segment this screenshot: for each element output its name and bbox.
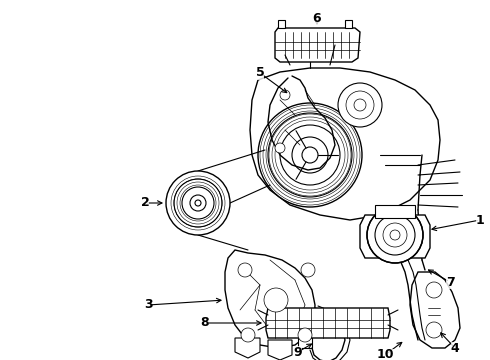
Circle shape (375, 215, 415, 255)
Polygon shape (360, 215, 430, 258)
Polygon shape (345, 20, 352, 28)
Polygon shape (266, 308, 390, 338)
Circle shape (302, 147, 318, 163)
Circle shape (426, 282, 442, 298)
Circle shape (354, 99, 366, 111)
Circle shape (241, 328, 255, 342)
Polygon shape (225, 250, 315, 348)
Circle shape (292, 137, 328, 173)
Circle shape (238, 263, 252, 277)
Circle shape (174, 179, 222, 227)
Polygon shape (235, 338, 260, 358)
Text: 5: 5 (256, 67, 265, 80)
Polygon shape (268, 340, 292, 360)
Text: 4: 4 (451, 342, 460, 355)
Circle shape (275, 143, 285, 153)
Circle shape (301, 263, 315, 277)
Circle shape (338, 83, 382, 127)
Text: 10: 10 (376, 348, 394, 360)
Circle shape (280, 125, 340, 185)
Polygon shape (275, 28, 360, 62)
Circle shape (195, 200, 201, 206)
Circle shape (182, 187, 214, 219)
Circle shape (346, 91, 374, 119)
Polygon shape (250, 68, 440, 220)
Text: 1: 1 (476, 213, 485, 226)
Circle shape (383, 223, 407, 247)
Circle shape (298, 328, 312, 342)
Circle shape (264, 288, 288, 312)
Circle shape (367, 207, 423, 263)
Circle shape (426, 322, 442, 338)
Polygon shape (410, 272, 460, 348)
Circle shape (390, 230, 400, 240)
Text: 8: 8 (201, 316, 209, 329)
Circle shape (268, 113, 352, 197)
Circle shape (258, 103, 362, 207)
Text: 3: 3 (144, 298, 152, 311)
Text: 6: 6 (313, 12, 321, 24)
Polygon shape (298, 330, 312, 348)
Circle shape (166, 171, 230, 235)
Circle shape (280, 90, 290, 100)
Polygon shape (375, 205, 415, 218)
Polygon shape (278, 20, 285, 28)
Text: 9: 9 (294, 346, 302, 359)
Circle shape (190, 195, 206, 211)
Text: 2: 2 (141, 197, 149, 210)
Text: 7: 7 (445, 275, 454, 288)
